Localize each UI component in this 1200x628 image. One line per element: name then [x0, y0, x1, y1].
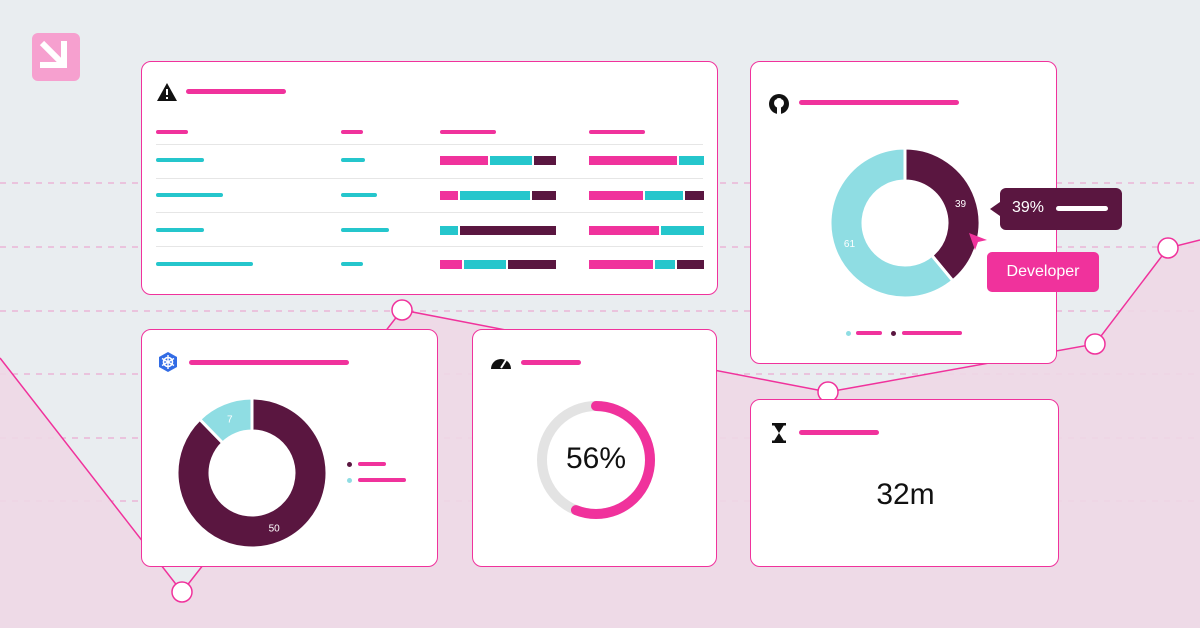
- row-divider: [156, 144, 703, 145]
- k8s-slice-label-1: 50: [269, 524, 281, 535]
- k8s-legend-label-1: [358, 462, 386, 466]
- github-slice-2: [830, 148, 955, 298]
- trend-markers: [171, 237, 1179, 603]
- gauge-card: 56%: [472, 329, 717, 567]
- kubernetes-card-title: [189, 360, 349, 365]
- table-row-2-name: [156, 193, 223, 197]
- timer-card-title: [799, 430, 879, 435]
- hourglass-icon: [772, 423, 786, 443]
- tooltip-bar: [1056, 206, 1108, 211]
- progress-ring: [537, 401, 655, 519]
- github-legend-label-1: [856, 331, 882, 335]
- column-header-3: [440, 130, 496, 134]
- table-row-4-bar-a: [440, 260, 462, 269]
- brand-logo-icon: [32, 33, 80, 81]
- speedometer-icon: [491, 359, 511, 369]
- github-legend-dot-teal: [846, 331, 851, 336]
- table-row-4-name: [156, 262, 253, 266]
- table-row-2-bar-a: [460, 191, 530, 200]
- timer-value: 32m: [876, 478, 935, 511]
- table-row-1-bar-b: [679, 156, 704, 165]
- row-divider: [156, 178, 703, 179]
- k8s-legend-label-2: [358, 478, 406, 482]
- table-row-3-bar-a: [440, 226, 458, 235]
- table-row-1-bar-a: [490, 156, 532, 165]
- column-header-4: [589, 130, 645, 134]
- warning-icon: [157, 83, 177, 101]
- github-donut-chart: 39 61: [830, 148, 980, 298]
- github-legend-label-2: [902, 331, 962, 335]
- table-row-3-name: [156, 228, 204, 232]
- table-row-3-bar-a: [460, 226, 556, 235]
- table-row-1-name: [156, 158, 204, 162]
- table-row-4-bar-b: [589, 260, 653, 269]
- timer-card: 32m: [750, 399, 1059, 567]
- github-card-title: [799, 100, 959, 105]
- table-row-3-bar-b: [589, 226, 659, 235]
- github-icon: [769, 94, 789, 114]
- issues-card-title: [186, 89, 286, 94]
- kubernetes-card: 50 7: [141, 329, 438, 567]
- gauge-card-title: [521, 360, 581, 365]
- row-divider: [156, 212, 703, 213]
- table-row-4-id: [341, 262, 363, 266]
- cursor-pointer-icon: [969, 233, 987, 250]
- github-legend-dot-plum: [891, 331, 896, 336]
- issues-table-card: [141, 61, 718, 295]
- github-slice-label-2: 61: [844, 239, 856, 250]
- kubernetes-icon: [159, 352, 177, 372]
- k8s-slice-2: [197, 398, 254, 446]
- table-row-4-bar-b: [655, 260, 675, 269]
- table-row-2-bar-b: [645, 191, 683, 200]
- table-row-1-bar-a: [534, 156, 556, 165]
- progress-ring-fill: [537, 401, 655, 519]
- table-row-4-bar-b: [677, 260, 704, 269]
- gauge-value: 56%: [565, 442, 627, 475]
- table-row-2-bar-a: [440, 191, 458, 200]
- table-row-4-bar-a: [508, 260, 556, 269]
- table-row-4-bar-a: [464, 260, 506, 269]
- tooltip-value: 39%: [1012, 199, 1045, 216]
- table-row-1-bar-a: [440, 156, 488, 165]
- column-header-1: [156, 130, 188, 134]
- table-row-2-bar-a: [532, 191, 556, 200]
- table-row-1-id: [341, 158, 365, 162]
- chart-tooltip: 39%: [990, 188, 1122, 230]
- k8s-legend-dot-plum: [347, 462, 352, 467]
- k8s-slice-label-2: 7: [227, 414, 233, 425]
- column-header-2: [341, 130, 363, 134]
- table-row-2-bar-b: [685, 191, 704, 200]
- k8s-legend-dot-teal: [347, 478, 352, 483]
- table-row-3-id: [341, 228, 389, 232]
- table-row-1-bar-b: [589, 156, 677, 165]
- kubernetes-donut-chart: 50 7: [177, 398, 327, 548]
- github-slice-1: [903, 148, 980, 283]
- developer-pill[interactable]: Developer: [987, 252, 1099, 292]
- github-slice-label-1: 39: [955, 199, 967, 210]
- table-row-2-id: [341, 193, 377, 197]
- row-divider: [156, 246, 703, 247]
- table-row-3-bar-b: [661, 226, 704, 235]
- table-row-2-bar-b: [589, 191, 643, 200]
